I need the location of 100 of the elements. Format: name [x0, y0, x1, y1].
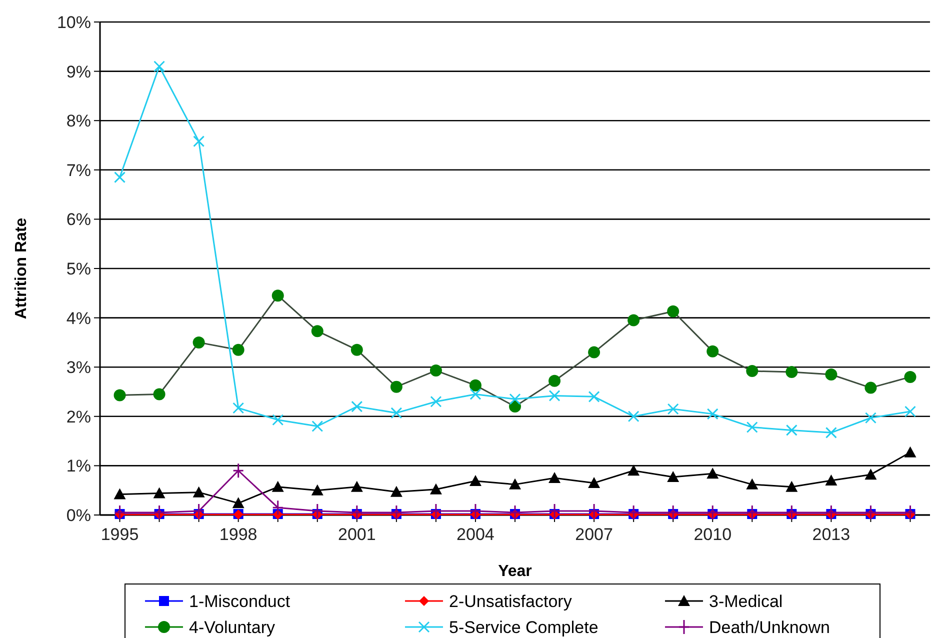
point: [232, 497, 244, 508]
point: [548, 503, 560, 519]
point: [706, 408, 718, 420]
point: [390, 504, 402, 520]
point: [548, 390, 560, 402]
point: [390, 407, 402, 419]
x-tick-label: 2013: [812, 525, 850, 544]
point: [430, 396, 442, 408]
point: [232, 462, 244, 478]
point: [114, 504, 126, 520]
point: [588, 390, 600, 402]
point: [706, 504, 718, 520]
legend-label: 4-Voluntary: [189, 618, 276, 637]
point: [588, 346, 600, 358]
y-tick-label: 1%: [66, 456, 91, 476]
y-tick-label: 5%: [66, 259, 91, 278]
point: [864, 412, 876, 424]
point: [864, 382, 877, 394]
point: [193, 503, 205, 519]
point: [154, 504, 166, 520]
point: [786, 504, 798, 520]
point: [430, 364, 442, 377]
y-tick-label: 9%: [66, 62, 91, 82]
point: [312, 420, 324, 432]
point: [864, 504, 876, 520]
point: [667, 305, 680, 318]
y-tick-label: 0%: [66, 506, 91, 525]
legend-label: 5-Service Complete: [449, 618, 598, 637]
point: [746, 478, 758, 490]
y-tick-label: 7%: [66, 160, 91, 180]
y-tick-label: 4%: [66, 308, 91, 328]
x-tick-label: 1998: [219, 525, 258, 544]
x-tick-label: 2004: [456, 525, 494, 544]
point: [628, 464, 640, 476]
point: [746, 365, 758, 378]
point: [667, 504, 679, 520]
point: [706, 345, 719, 358]
point: [904, 406, 916, 418]
point: [825, 504, 837, 520]
point: [232, 402, 244, 414]
point: [628, 314, 640, 326]
point: [312, 503, 324, 519]
point: [628, 504, 640, 520]
point: [904, 504, 916, 520]
point: [469, 474, 482, 486]
point: [192, 486, 205, 498]
y-tick-label: 2%: [66, 407, 91, 426]
point: [706, 468, 719, 479]
point: [272, 414, 284, 426]
point: [746, 421, 758, 433]
point: [311, 325, 324, 338]
x-tick-label: 2010: [694, 525, 732, 544]
point: [588, 503, 600, 519]
point: [786, 366, 798, 378]
point: [114, 389, 126, 402]
point: [628, 410, 640, 422]
point: [825, 426, 837, 438]
point: [351, 504, 363, 520]
point: [548, 374, 561, 387]
point: [904, 446, 916, 458]
legend-label: 1-Misconduct: [189, 592, 290, 611]
point: [232, 344, 244, 356]
point: [390, 380, 402, 393]
point: [746, 504, 758, 520]
point: [153, 388, 166, 400]
point: [667, 471, 680, 482]
point: [350, 480, 363, 492]
point: [192, 336, 205, 348]
point: [786, 424, 798, 436]
point: [588, 476, 600, 488]
point: [430, 503, 442, 519]
legend-label: Death/Unknown: [709, 618, 830, 637]
y-tick-label: 8%: [66, 112, 91, 131]
point: [470, 503, 482, 519]
point: [311, 484, 324, 496]
legend-label: 3-Medical: [709, 592, 783, 611]
x-axis-title: Year: [498, 563, 532, 580]
point: [154, 60, 166, 72]
point: [509, 504, 521, 520]
point: [864, 468, 877, 480]
point: [509, 478, 521, 490]
point: [469, 379, 482, 392]
y-tick-label: 6%: [66, 210, 91, 230]
point: [272, 290, 284, 302]
y-axis-title: Attrition Rate: [13, 218, 30, 320]
point: [786, 480, 798, 492]
point: [351, 400, 363, 412]
point: [904, 370, 916, 383]
point: [825, 368, 838, 380]
point: [430, 483, 442, 494]
point: [272, 480, 284, 492]
x-tick-label: 1995: [100, 525, 139, 544]
point: [470, 388, 482, 400]
y-tick-label: 3%: [66, 358, 91, 378]
point: [153, 487, 166, 498]
x-tick-label: 2001: [338, 525, 376, 544]
point: [509, 393, 521, 405]
point: [548, 472, 561, 484]
point: [272, 500, 284, 516]
legend-label: 2-Unsatisfactory: [449, 592, 572, 611]
